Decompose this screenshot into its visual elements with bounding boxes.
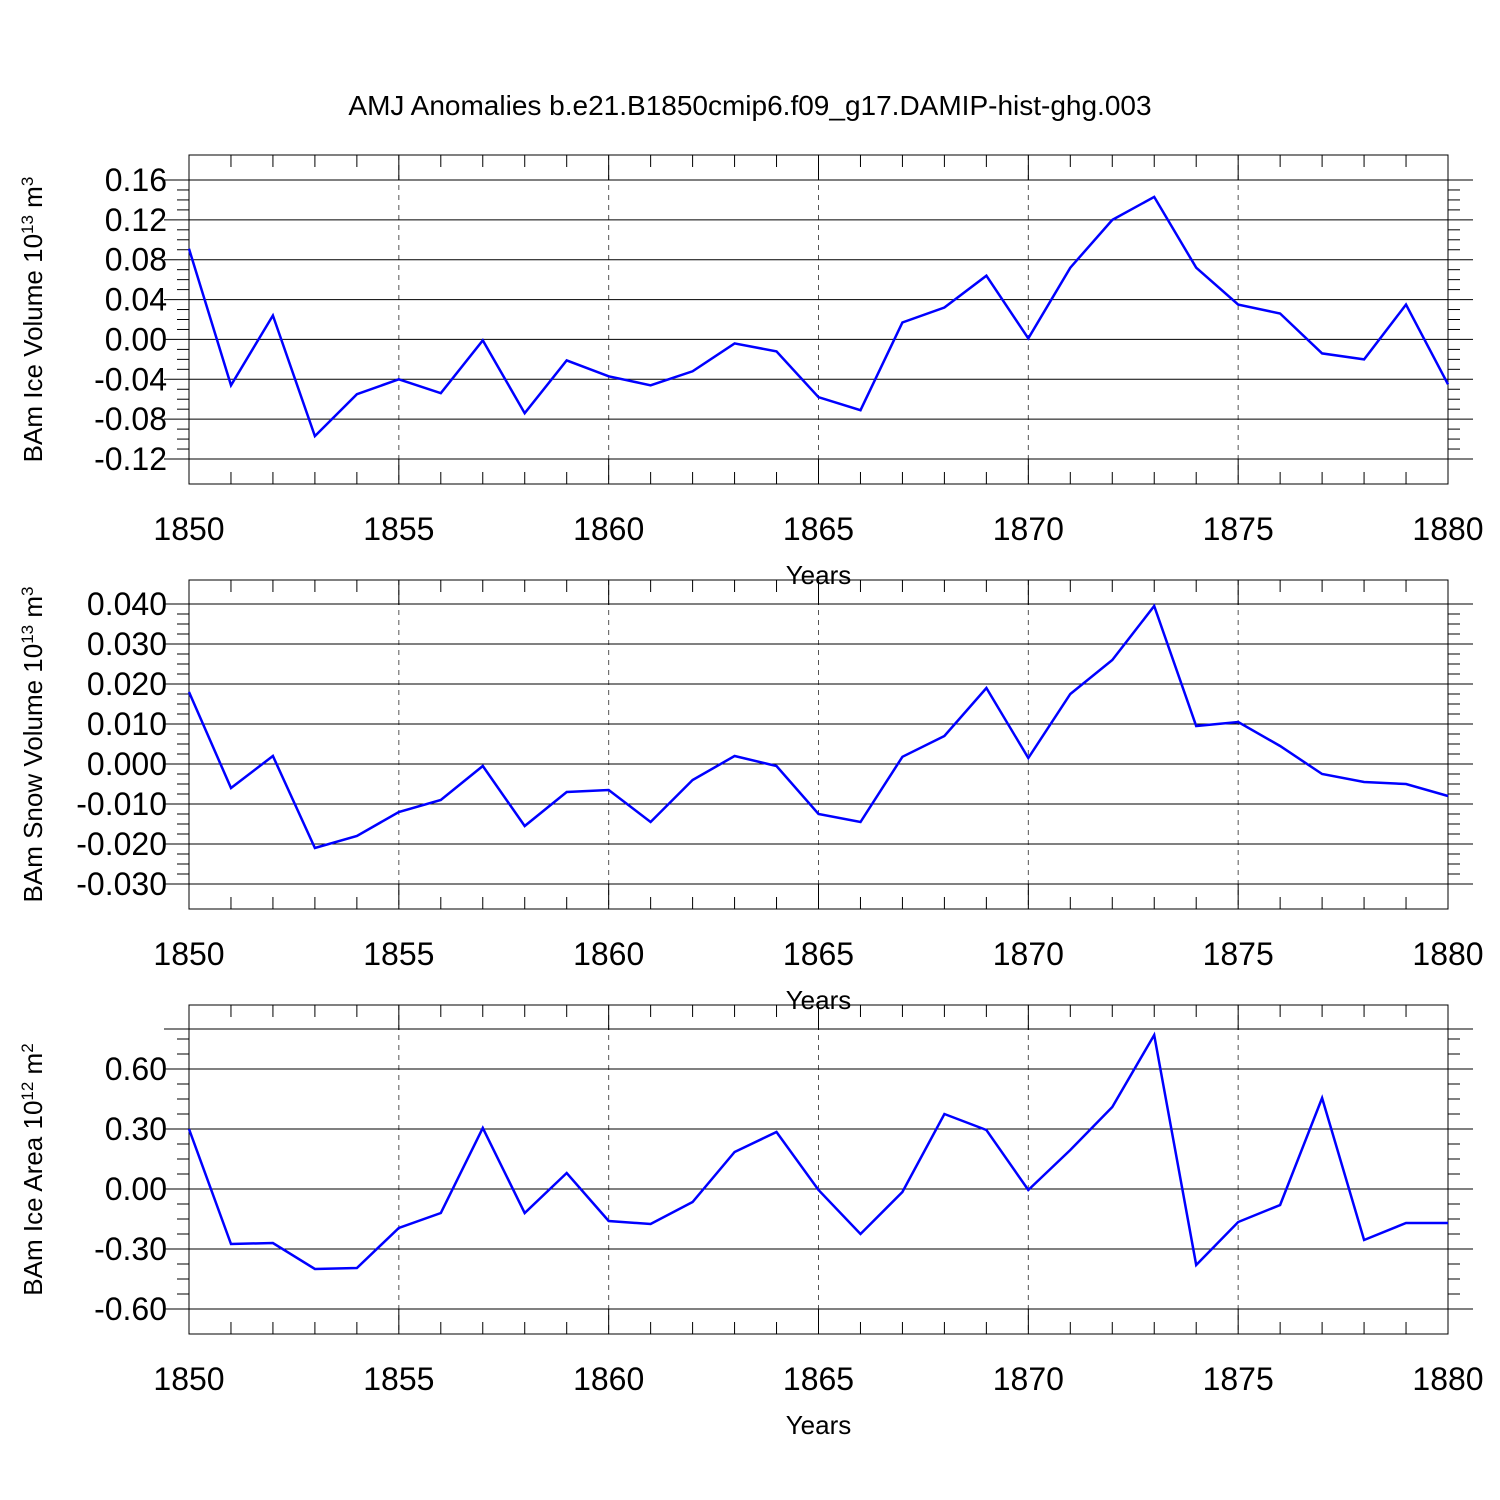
panel-3: -0.60 -0.30 0.00 0.30 0.60 1850 1855 1860 1865 18… [18, 1004, 1484, 1440]
x-tick-label: 1850 [153, 936, 224, 972]
x-tick-label: 1870 [993, 936, 1064, 972]
x-tick-label: 1850 [153, 1361, 224, 1397]
y-axis-title: BAm Ice Volume 1013 m3 [18, 177, 49, 463]
y-tick-label: 0.08 [105, 242, 167, 278]
y-tick-label: 0.00 [105, 1171, 167, 1207]
series-line [187, 603, 1449, 850]
y-tick-label: 0.12 [105, 202, 167, 238]
x-tick-label: 1850 [153, 511, 224, 547]
y-tick-label: -0.08 [94, 401, 167, 437]
x-axis-title: Years [786, 1410, 852, 1440]
x-tick-label: 1860 [573, 936, 644, 972]
x-tick-label: 1860 [573, 1361, 644, 1397]
x-tick-label: 1875 [1203, 1361, 1274, 1397]
x-tick-label: 1880 [1412, 511, 1483, 547]
x-tick-label: 1865 [783, 936, 854, 972]
x-tick-label: 1855 [363, 936, 434, 972]
x-tick-label: 1870 [993, 511, 1064, 547]
x-tick-label: 1855 [363, 1361, 434, 1397]
panel-2: -0.030 -0.020 -0.010 0.000 0.010 0.020 0.030 0.… [18, 579, 1484, 1015]
x-tick-label: 1860 [573, 511, 644, 547]
y-tick-label: -0.04 [94, 361, 167, 397]
series-line [187, 195, 1450, 439]
y-tick-label: 0.010 [87, 706, 167, 742]
y-tick-label: -0.12 [94, 441, 167, 477]
y-tick-label: 0.60 [105, 1051, 167, 1087]
y-tick-label: -0.030 [76, 866, 167, 902]
x-tick-label: 1875 [1203, 511, 1274, 547]
y-tick-label: 0.00 [105, 321, 167, 357]
x-tick-label: 1870 [993, 1361, 1064, 1397]
x-tick-label: 1865 [783, 1361, 854, 1397]
y-tick-label: 0.040 [87, 586, 167, 622]
panel-1: -0.12 -0.08 -0.04 0.000.04 0.08 0.12 0.16 1850 1… [18, 154, 1484, 590]
x-tick-label: 1855 [363, 511, 434, 547]
y-tick-label: -0.020 [76, 826, 167, 862]
x-tick-label: 1880 [1412, 936, 1483, 972]
y-tick-label: 0.000 [87, 746, 167, 782]
x-tick-label: 1875 [1203, 936, 1274, 972]
y-tick-label: 0.030 [87, 626, 167, 662]
y-tick-label: -0.010 [76, 786, 167, 822]
y-tick-label: 0.16 [105, 162, 167, 198]
y-tick-label: 0.020 [87, 666, 167, 702]
y-tick-label: 0.04 [105, 282, 167, 318]
x-tick-label: 1865 [783, 511, 854, 547]
y-axis-title: BAm Snow Volume 1013 m3 [18, 587, 49, 903]
y-tick-label: -0.60 [94, 1291, 167, 1327]
y-axis-title: BAm Ice Area 1012 m2 [18, 1043, 49, 1295]
chart-title: AMJ Anomalies b.e21.B1850cmip6.f09_g17.D… [348, 90, 1151, 121]
x-tick-label: 1880 [1412, 1361, 1483, 1397]
y-tick-label: 0.30 [105, 1111, 167, 1147]
y-tick-label: -0.30 [94, 1231, 167, 1267]
series-line [187, 1031, 1448, 1271]
